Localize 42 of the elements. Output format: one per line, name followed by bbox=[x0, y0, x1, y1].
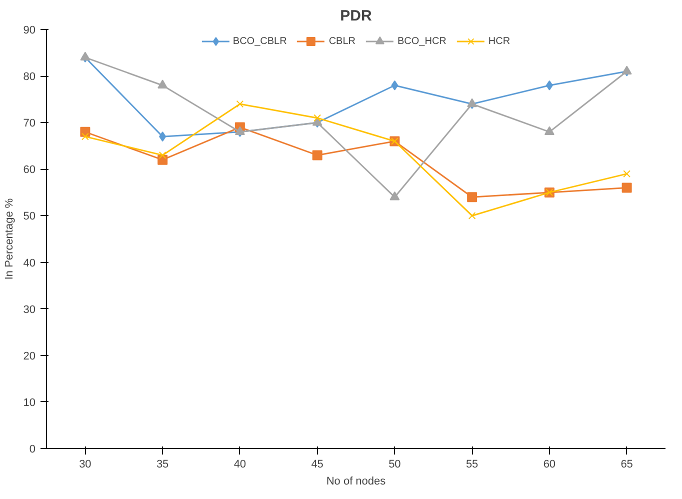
x-tick-label: 55 bbox=[466, 458, 478, 470]
chart-title: PDR bbox=[340, 8, 372, 24]
legend-label: BCO_HCR bbox=[398, 36, 446, 46]
x-tick-label: 65 bbox=[620, 458, 633, 470]
point bbox=[546, 80, 553, 90]
legend-label: BCO_CBLR bbox=[232, 36, 287, 46]
point bbox=[82, 132, 89, 140]
y-tick-label: 30 bbox=[23, 304, 36, 316]
legend-label: CBLR bbox=[328, 36, 356, 46]
y-tick-label: 40 bbox=[23, 257, 36, 270]
y-tick-label: 0 bbox=[29, 444, 36, 456]
y-tick-label: 90 bbox=[23, 24, 36, 36]
point bbox=[312, 150, 322, 160]
y-tick-label: 70 bbox=[23, 118, 36, 130]
point bbox=[467, 192, 478, 202]
x-tick-label: 40 bbox=[234, 458, 246, 470]
point bbox=[159, 132, 166, 142]
point bbox=[622, 182, 632, 193]
point bbox=[391, 80, 398, 90]
x-tick-label: 45 bbox=[311, 458, 324, 470]
point bbox=[314, 114, 321, 122]
y-tick-label: 10 bbox=[23, 396, 36, 409]
y-tick-label: 80 bbox=[23, 71, 36, 84]
point bbox=[80, 126, 90, 137]
y-tick-label: 20 bbox=[23, 350, 36, 362]
x-tick-label: 60 bbox=[543, 458, 556, 470]
x-tick-label: 50 bbox=[388, 458, 401, 470]
x-axis-title: No of nodes bbox=[326, 476, 386, 488]
point bbox=[468, 212, 476, 220]
y-axis-title: In Percentage % bbox=[3, 198, 16, 280]
point bbox=[544, 126, 554, 136]
point bbox=[158, 152, 166, 159]
point bbox=[390, 191, 400, 200]
point bbox=[623, 170, 630, 178]
x-tick-label: 35 bbox=[156, 458, 169, 470]
x-tick-label: 30 bbox=[79, 458, 92, 470]
point bbox=[236, 100, 244, 108]
point bbox=[158, 80, 168, 88]
y-tick-label: 50 bbox=[23, 210, 36, 223]
legend-label: HCR bbox=[488, 36, 510, 46]
point bbox=[158, 154, 168, 165]
y-tick-label: 60 bbox=[23, 164, 36, 176]
